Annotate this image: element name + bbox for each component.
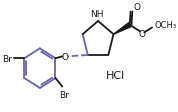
- Text: Br: Br: [2, 54, 12, 63]
- Text: O: O: [61, 52, 68, 61]
- Text: HCl: HCl: [106, 70, 125, 80]
- Text: NH: NH: [90, 10, 104, 19]
- Text: O: O: [133, 3, 140, 12]
- Text: OCH₃: OCH₃: [155, 21, 177, 30]
- Text: Br: Br: [59, 90, 69, 99]
- Polygon shape: [114, 23, 131, 35]
- Text: O: O: [138, 29, 145, 38]
